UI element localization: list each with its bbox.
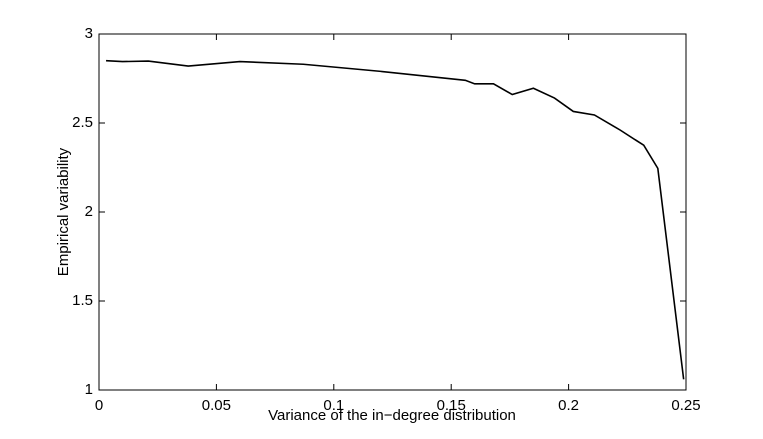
x-axis-label: Variance of the in−degree distribution: [268, 407, 516, 424]
x-tick-label: 0.1: [323, 397, 344, 414]
x-tick-label: 0.15: [437, 397, 466, 414]
y-tick-label: 1.5: [72, 292, 93, 309]
x-tick-label: 0.2: [558, 397, 579, 414]
y-axis-label: Empirical variability: [55, 147, 72, 276]
x-tick-label: 0: [95, 397, 103, 414]
axes-box: [98, 33, 687, 391]
y-tick-label: 2.5: [72, 114, 93, 131]
y-tick-label: 1: [85, 381, 93, 398]
y-tick-label: 2: [85, 203, 93, 220]
x-tick-label: 0.25: [671, 397, 700, 414]
data-line: [106, 59, 685, 380]
x-tick-label: 0.05: [202, 397, 231, 414]
y-tick-label: 3: [85, 25, 93, 42]
